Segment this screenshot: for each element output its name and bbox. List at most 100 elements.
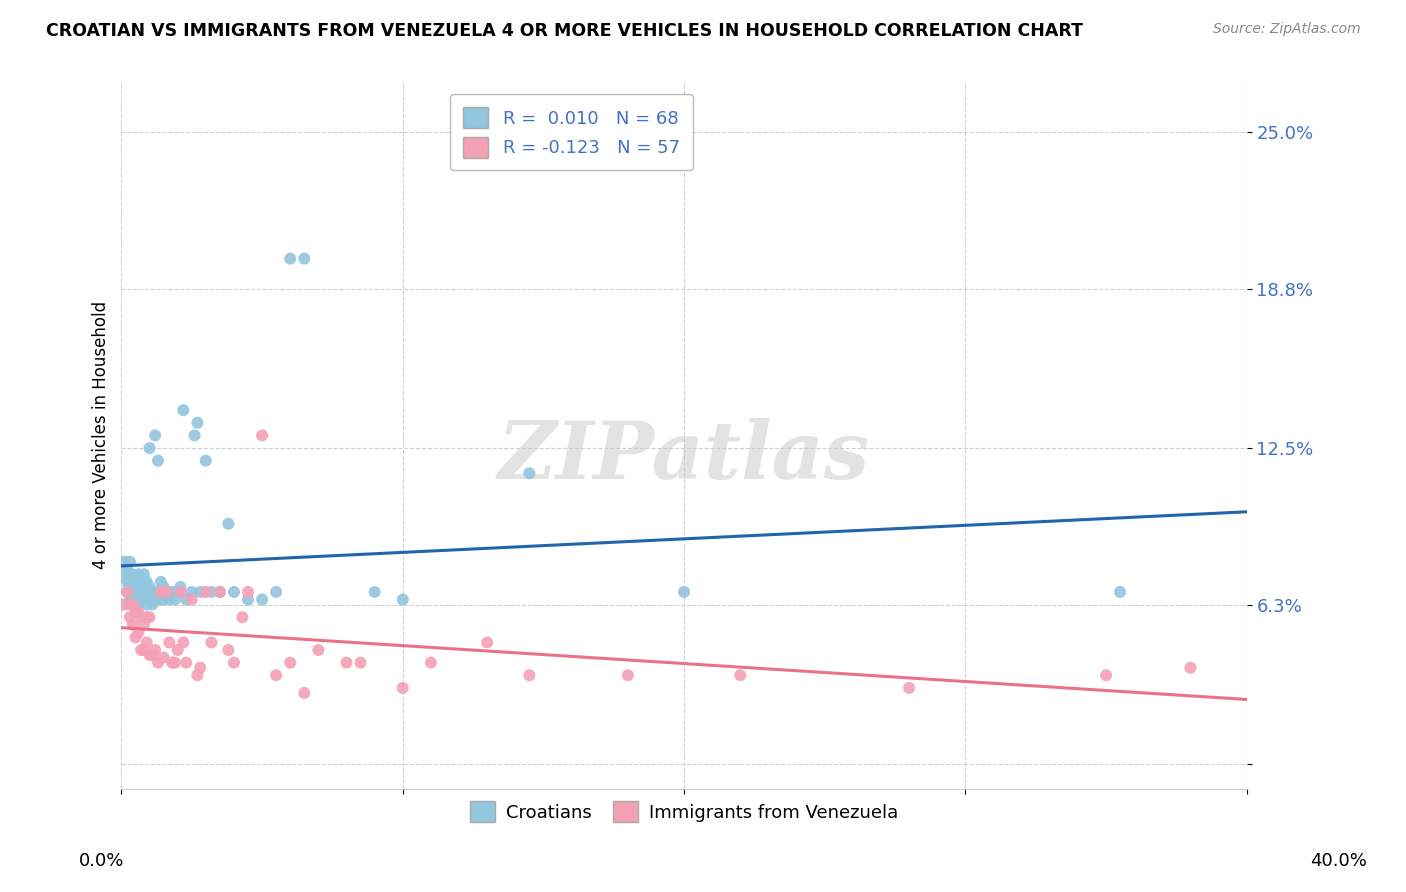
Point	[127, 625, 149, 640]
Point	[188, 661, 211, 675]
Point	[143, 643, 166, 657]
Point	[194, 585, 217, 599]
Point	[391, 592, 413, 607]
Point	[617, 668, 640, 682]
Point	[138, 441, 160, 455]
Point	[121, 592, 143, 607]
Y-axis label: 4 or more Vehicles in Household: 4 or more Vehicles in Household	[93, 301, 110, 569]
Point	[124, 574, 146, 589]
Point	[129, 592, 152, 607]
Point	[208, 585, 231, 599]
Point	[200, 635, 222, 649]
Point	[208, 585, 231, 599]
Point	[236, 592, 259, 607]
Point	[157, 635, 180, 649]
Point	[132, 567, 155, 582]
Point	[118, 555, 141, 569]
Point	[222, 656, 245, 670]
Point	[174, 656, 197, 670]
Point	[112, 555, 135, 569]
Point	[155, 585, 177, 599]
Point	[236, 585, 259, 599]
Text: CROATIAN VS IMMIGRANTS FROM VENEZUELA 4 OR MORE VEHICLES IN HOUSEHOLD CORRELATIO: CROATIAN VS IMMIGRANTS FROM VENEZUELA 4 …	[46, 22, 1084, 40]
Point	[673, 585, 696, 599]
Point	[149, 585, 172, 599]
Point	[183, 428, 205, 442]
Legend: Croatians, Immigrants from Venezuela: Croatians, Immigrants from Venezuela	[463, 794, 905, 830]
Point	[160, 585, 183, 599]
Point	[166, 585, 188, 599]
Point	[517, 668, 540, 682]
Point	[132, 592, 155, 607]
Point	[163, 592, 186, 607]
Text: 0.0%: 0.0%	[79, 852, 124, 870]
Point	[112, 598, 135, 612]
Point	[250, 428, 273, 442]
Point	[124, 592, 146, 607]
Point	[121, 580, 143, 594]
Point	[138, 610, 160, 624]
Point	[152, 650, 174, 665]
Point	[160, 656, 183, 670]
Point	[264, 668, 287, 682]
Point	[155, 585, 177, 599]
Point	[278, 252, 301, 266]
Point	[135, 574, 157, 589]
Point	[186, 416, 208, 430]
Point	[264, 585, 287, 599]
Point	[124, 605, 146, 619]
Point	[278, 656, 301, 670]
Point	[127, 598, 149, 612]
Point	[169, 585, 191, 599]
Point	[149, 592, 172, 607]
Point	[112, 567, 135, 582]
Point	[292, 252, 315, 266]
Point	[115, 585, 138, 599]
Point	[194, 453, 217, 467]
Point	[169, 580, 191, 594]
Point	[129, 585, 152, 599]
Point	[419, 656, 441, 670]
Point	[138, 580, 160, 594]
Point	[138, 592, 160, 607]
Point	[188, 585, 211, 599]
Point	[172, 635, 194, 649]
Point	[517, 467, 540, 481]
Point	[335, 656, 357, 670]
Point	[124, 585, 146, 599]
Point	[143, 592, 166, 607]
Point	[231, 610, 253, 624]
Point	[149, 574, 172, 589]
Point	[138, 648, 160, 662]
Point	[172, 403, 194, 417]
Point	[292, 686, 315, 700]
Point	[115, 585, 138, 599]
Point	[146, 453, 169, 467]
Point	[349, 656, 371, 670]
Point	[898, 681, 921, 695]
Point	[132, 617, 155, 632]
Point	[1109, 585, 1132, 599]
Point	[127, 580, 149, 594]
Point	[118, 610, 141, 624]
Point	[135, 598, 157, 612]
Point	[222, 585, 245, 599]
Point	[180, 592, 202, 607]
Point	[115, 574, 138, 589]
Point	[115, 559, 138, 574]
Point	[475, 635, 498, 649]
Point	[129, 643, 152, 657]
Point	[730, 668, 752, 682]
Point	[132, 585, 155, 599]
Point	[217, 643, 239, 657]
Point	[391, 681, 413, 695]
Point	[186, 668, 208, 682]
Point	[127, 567, 149, 582]
Point	[143, 428, 166, 442]
Point	[121, 598, 143, 612]
Point	[118, 592, 141, 607]
Point	[118, 580, 141, 594]
Point	[127, 605, 149, 619]
Point	[163, 656, 186, 670]
Point	[121, 567, 143, 582]
